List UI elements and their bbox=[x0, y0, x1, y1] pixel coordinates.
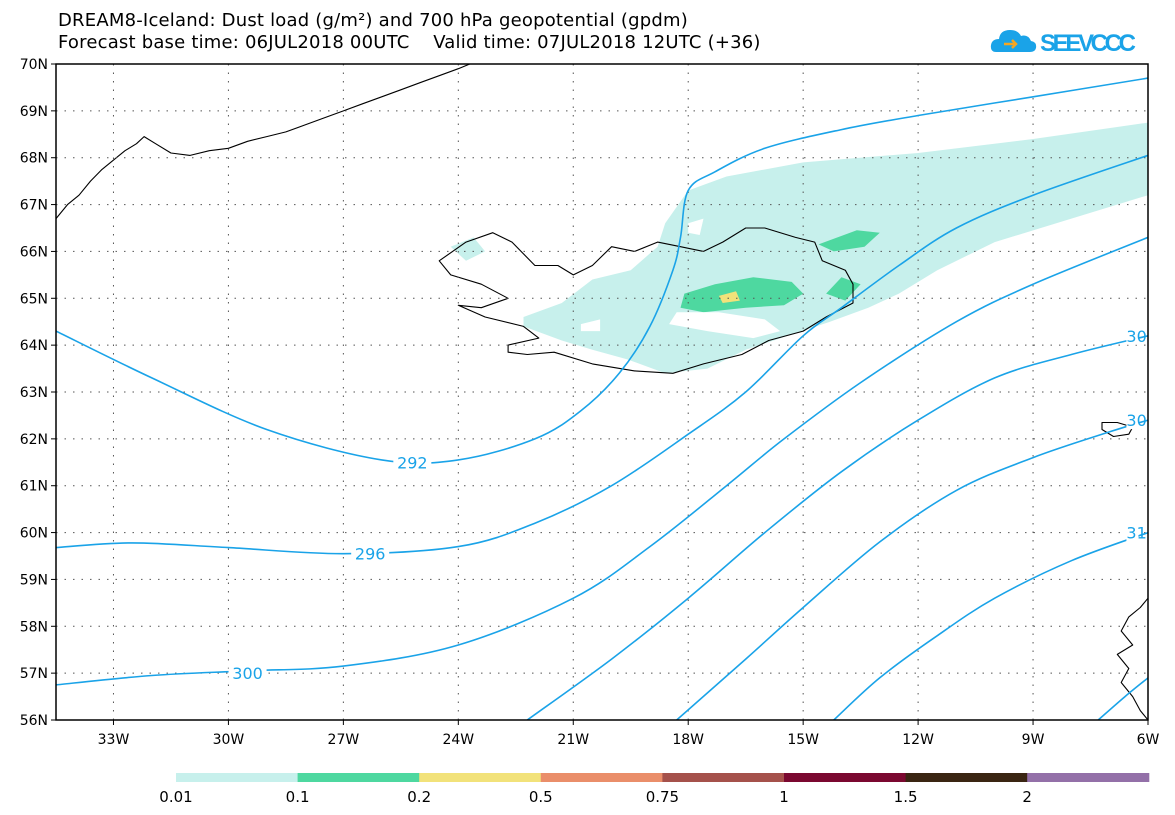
contour-label-296: 296 bbox=[355, 545, 386, 564]
lon-tick-label: 24W bbox=[442, 732, 474, 748]
lat-tick-label: 69N bbox=[20, 104, 48, 120]
contour-label-312: 312 bbox=[1126, 524, 1157, 543]
legend-swatch-3 bbox=[540, 773, 663, 782]
lat-tick-label: 59N bbox=[20, 572, 48, 588]
coastline-faroe-islands bbox=[1101, 421, 1134, 438]
dust-region-1 bbox=[450, 237, 486, 261]
contour-line-6 bbox=[1097, 677, 1148, 720]
lon-tick-label: 18W bbox=[672, 732, 704, 748]
lon-tick-label: 9W bbox=[1022, 732, 1045, 748]
dust-clear-area-2 bbox=[688, 218, 704, 235]
dust-load-shading bbox=[450, 122, 1148, 374]
lon-tick-label: 30W bbox=[213, 732, 245, 748]
coastline-greenland bbox=[56, 64, 471, 219]
coastlines bbox=[56, 64, 1148, 720]
lon-tick-label: 12W bbox=[902, 732, 934, 748]
contour-label-308: 308 bbox=[1126, 411, 1157, 430]
legend-swatch-0 bbox=[176, 773, 299, 782]
lat-tick-label: 66N bbox=[20, 244, 48, 260]
contour-label-bg bbox=[393, 453, 432, 472]
contour-label-300: 300 bbox=[232, 664, 263, 683]
lat-tick-label: 63N bbox=[20, 385, 48, 401]
contour-label-292: 292 bbox=[397, 453, 428, 472]
lat-tick-label: 70N bbox=[20, 57, 48, 73]
legend-label: 2 bbox=[1022, 788, 1032, 806]
lat-tick-label: 58N bbox=[20, 619, 48, 635]
legend-swatch-4 bbox=[662, 773, 785, 782]
logo-text: SEEVCCC bbox=[1040, 30, 1136, 57]
color-legend: 0.01 0.1 0.2 0.5 0.75 1 1.5 2 bbox=[159, 773, 1150, 806]
dust-clear-area-0 bbox=[669, 312, 781, 339]
legend-swatch-1 bbox=[297, 773, 420, 782]
coastline-scotland bbox=[1116, 597, 1148, 720]
lat-tick-label: 64N bbox=[20, 338, 48, 354]
contour-label-bg bbox=[1126, 411, 1139, 430]
legend-label: 1.5 bbox=[894, 788, 918, 806]
contour-label-bg bbox=[351, 544, 390, 563]
legend-label: 0.5 bbox=[529, 788, 553, 806]
legend-label: 1 bbox=[779, 788, 789, 806]
contour-line-308 bbox=[676, 419, 1148, 720]
lon-tick-label: 6W bbox=[1137, 732, 1160, 748]
axis-labels: 33W 30W 27W 24W 21W 18W 15W 12W 9W 6W 70N 69N 68N 67N… bbox=[20, 57, 1160, 748]
lat-tick-label: 60N bbox=[20, 526, 48, 542]
lon-tick-label: 33W bbox=[98, 732, 130, 748]
contour-label-bg bbox=[228, 664, 267, 683]
contour-line-292 bbox=[56, 77, 1148, 464]
lon-tick-label: 27W bbox=[328, 732, 360, 748]
dust-region-3 bbox=[818, 230, 880, 252]
lat-tick-label: 62N bbox=[20, 432, 48, 448]
lon-tick-label: 15W bbox=[787, 732, 819, 748]
legend-label: 0.2 bbox=[407, 788, 431, 806]
map-subtitle: Forecast base time: 06JUL2018 00UTC Vali… bbox=[58, 32, 761, 53]
legend-swatch-2 bbox=[419, 773, 542, 782]
contour-line-296 bbox=[56, 154, 1148, 555]
lat-tick-label: 67N bbox=[20, 198, 48, 214]
contour-line-312 bbox=[833, 531, 1148, 720]
contour-label-bg bbox=[1126, 326, 1139, 345]
legend-swatch-6 bbox=[905, 773, 1028, 782]
legend-label: 0.75 bbox=[646, 788, 679, 806]
contour-label-304: 304 bbox=[1126, 327, 1157, 346]
lat-tick-label: 65N bbox=[20, 291, 48, 307]
cloud-logo-icon bbox=[990, 30, 1037, 52]
seevccc-logo: SEEVCCC bbox=[990, 30, 1136, 57]
legend-swatch-5 bbox=[784, 773, 907, 782]
lat-tick-label: 68N bbox=[20, 151, 48, 167]
coastline-iceland bbox=[438, 227, 854, 374]
lat-tick-label: 57N bbox=[20, 666, 48, 682]
geopotential-contours: 292 296 300 304 308 312 bbox=[56, 77, 1157, 720]
contour-line-304 bbox=[526, 335, 1148, 720]
dust-region-5 bbox=[718, 291, 740, 303]
dust-clear-area-1 bbox=[580, 319, 601, 332]
lon-tick-label: 21W bbox=[557, 732, 589, 748]
contour-label-bg bbox=[1126, 523, 1139, 542]
lat-tick-label: 61N bbox=[20, 479, 48, 495]
legend-label: 0.1 bbox=[286, 788, 310, 806]
dust-region-2 bbox=[680, 277, 804, 313]
map-title: DREAM8-Iceland: Dust load (g/m²) and 700… bbox=[58, 10, 688, 31]
legend-label: 0.01 bbox=[159, 788, 192, 806]
legend-swatch-7 bbox=[1027, 773, 1150, 782]
lat-tick-label: 56N bbox=[20, 713, 48, 729]
